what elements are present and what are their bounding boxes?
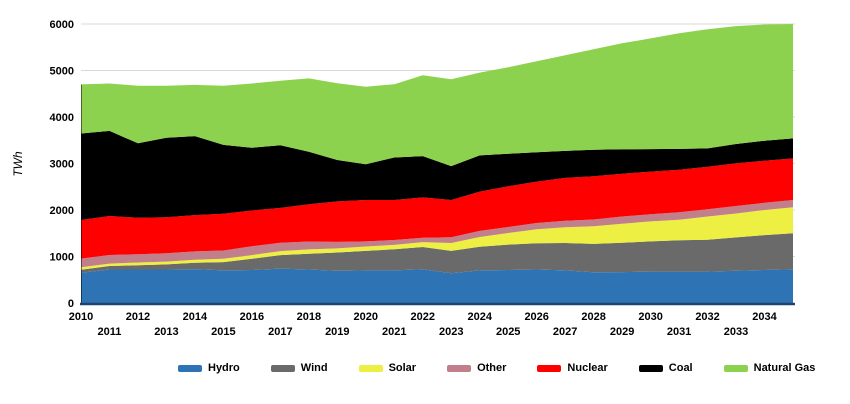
- x-tick-label: 2023: [439, 326, 463, 338]
- area-coal: [81, 130, 793, 220]
- x-tick-label: 2021: [382, 326, 406, 338]
- x-tick-label: 2017: [268, 326, 292, 338]
- area-hydro: [81, 268, 793, 303]
- x-tick-label: 2016: [240, 311, 264, 323]
- x-tick-label: 2012: [126, 311, 150, 323]
- x-tick-label: 2018: [297, 311, 321, 323]
- legend-label: Nuclear: [567, 362, 608, 374]
- y-tick-label: 1000: [50, 252, 74, 264]
- x-tick-label: 2024: [467, 311, 492, 323]
- x-tick-label: 2020: [354, 311, 378, 323]
- x-tick-label: 2033: [724, 326, 748, 338]
- x-tick-label: 2030: [638, 311, 662, 323]
- area-solar: [81, 207, 793, 270]
- legend-item-solar: Solar: [358, 362, 417, 374]
- area-wind: [81, 233, 793, 274]
- x-tick-label: 2029: [610, 326, 634, 338]
- legend-item-hydro: Hydro: [178, 362, 240, 374]
- legend-item-coal: Coal: [638, 362, 693, 374]
- legend-label: Solar: [388, 362, 417, 374]
- y-tick-label: 2000: [50, 205, 74, 217]
- legend-label: Hydro: [208, 362, 240, 374]
- x-tick-label: 2013: [154, 326, 178, 338]
- x-tick-label: 2025: [496, 326, 520, 338]
- x-tick-label: 2010: [69, 311, 93, 323]
- y-axis-title: TWh: [11, 151, 25, 177]
- x-tick-label: 2026: [524, 311, 548, 323]
- natural-gas-swatch-icon: [723, 364, 748, 372]
- x-tick-label: 2015: [211, 326, 235, 338]
- legend-item-natural-gas: Natural Gas: [723, 362, 816, 374]
- x-tick-label: 2027: [553, 326, 577, 338]
- legend-label: Coal: [668, 362, 693, 374]
- y-tick-label: 6000: [50, 19, 74, 31]
- x-tick-label: 2032: [695, 311, 719, 323]
- wind-swatch-icon: [270, 364, 295, 372]
- x-tick-label: 2022: [411, 311, 435, 323]
- legend-item-other: Other: [447, 362, 506, 374]
- legend-label: Other: [477, 362, 507, 374]
- y-tick-label: 3000: [50, 159, 74, 171]
- coal-swatch-icon: [638, 364, 663, 372]
- x-tick-label: 2028: [581, 311, 605, 323]
- nuclear-swatch-icon: [537, 364, 562, 372]
- hydro-swatch-icon: [178, 364, 202, 372]
- x-tick-label: 2034: [752, 311, 777, 323]
- x-tick-label: 2019: [325, 326, 349, 338]
- area-other: [81, 200, 793, 268]
- legend-label: Wind: [300, 362, 328, 374]
- legend-item-nuclear: Nuclear: [537, 362, 608, 374]
- area-nuclear: [81, 158, 793, 259]
- solar-swatch-icon: [358, 364, 383, 372]
- x-tick-label: 2014: [183, 311, 208, 323]
- other-swatch-icon: [447, 364, 472, 372]
- area-natural-gas: [81, 24, 793, 167]
- legend-item-wind: Wind: [270, 362, 328, 374]
- legend-label: Natural Gas: [753, 362, 816, 374]
- y-tick-label: 0: [68, 298, 74, 310]
- x-tick-label: 2031: [667, 326, 691, 338]
- y-tick-label: 4000: [50, 112, 74, 124]
- y-tick-label: 5000: [50, 66, 74, 78]
- x-tick-label: 2011: [98, 326, 122, 338]
- chart-legend: Hydro Wind Solar Other Nuclear Coal Natural Ga…: [178, 362, 815, 374]
